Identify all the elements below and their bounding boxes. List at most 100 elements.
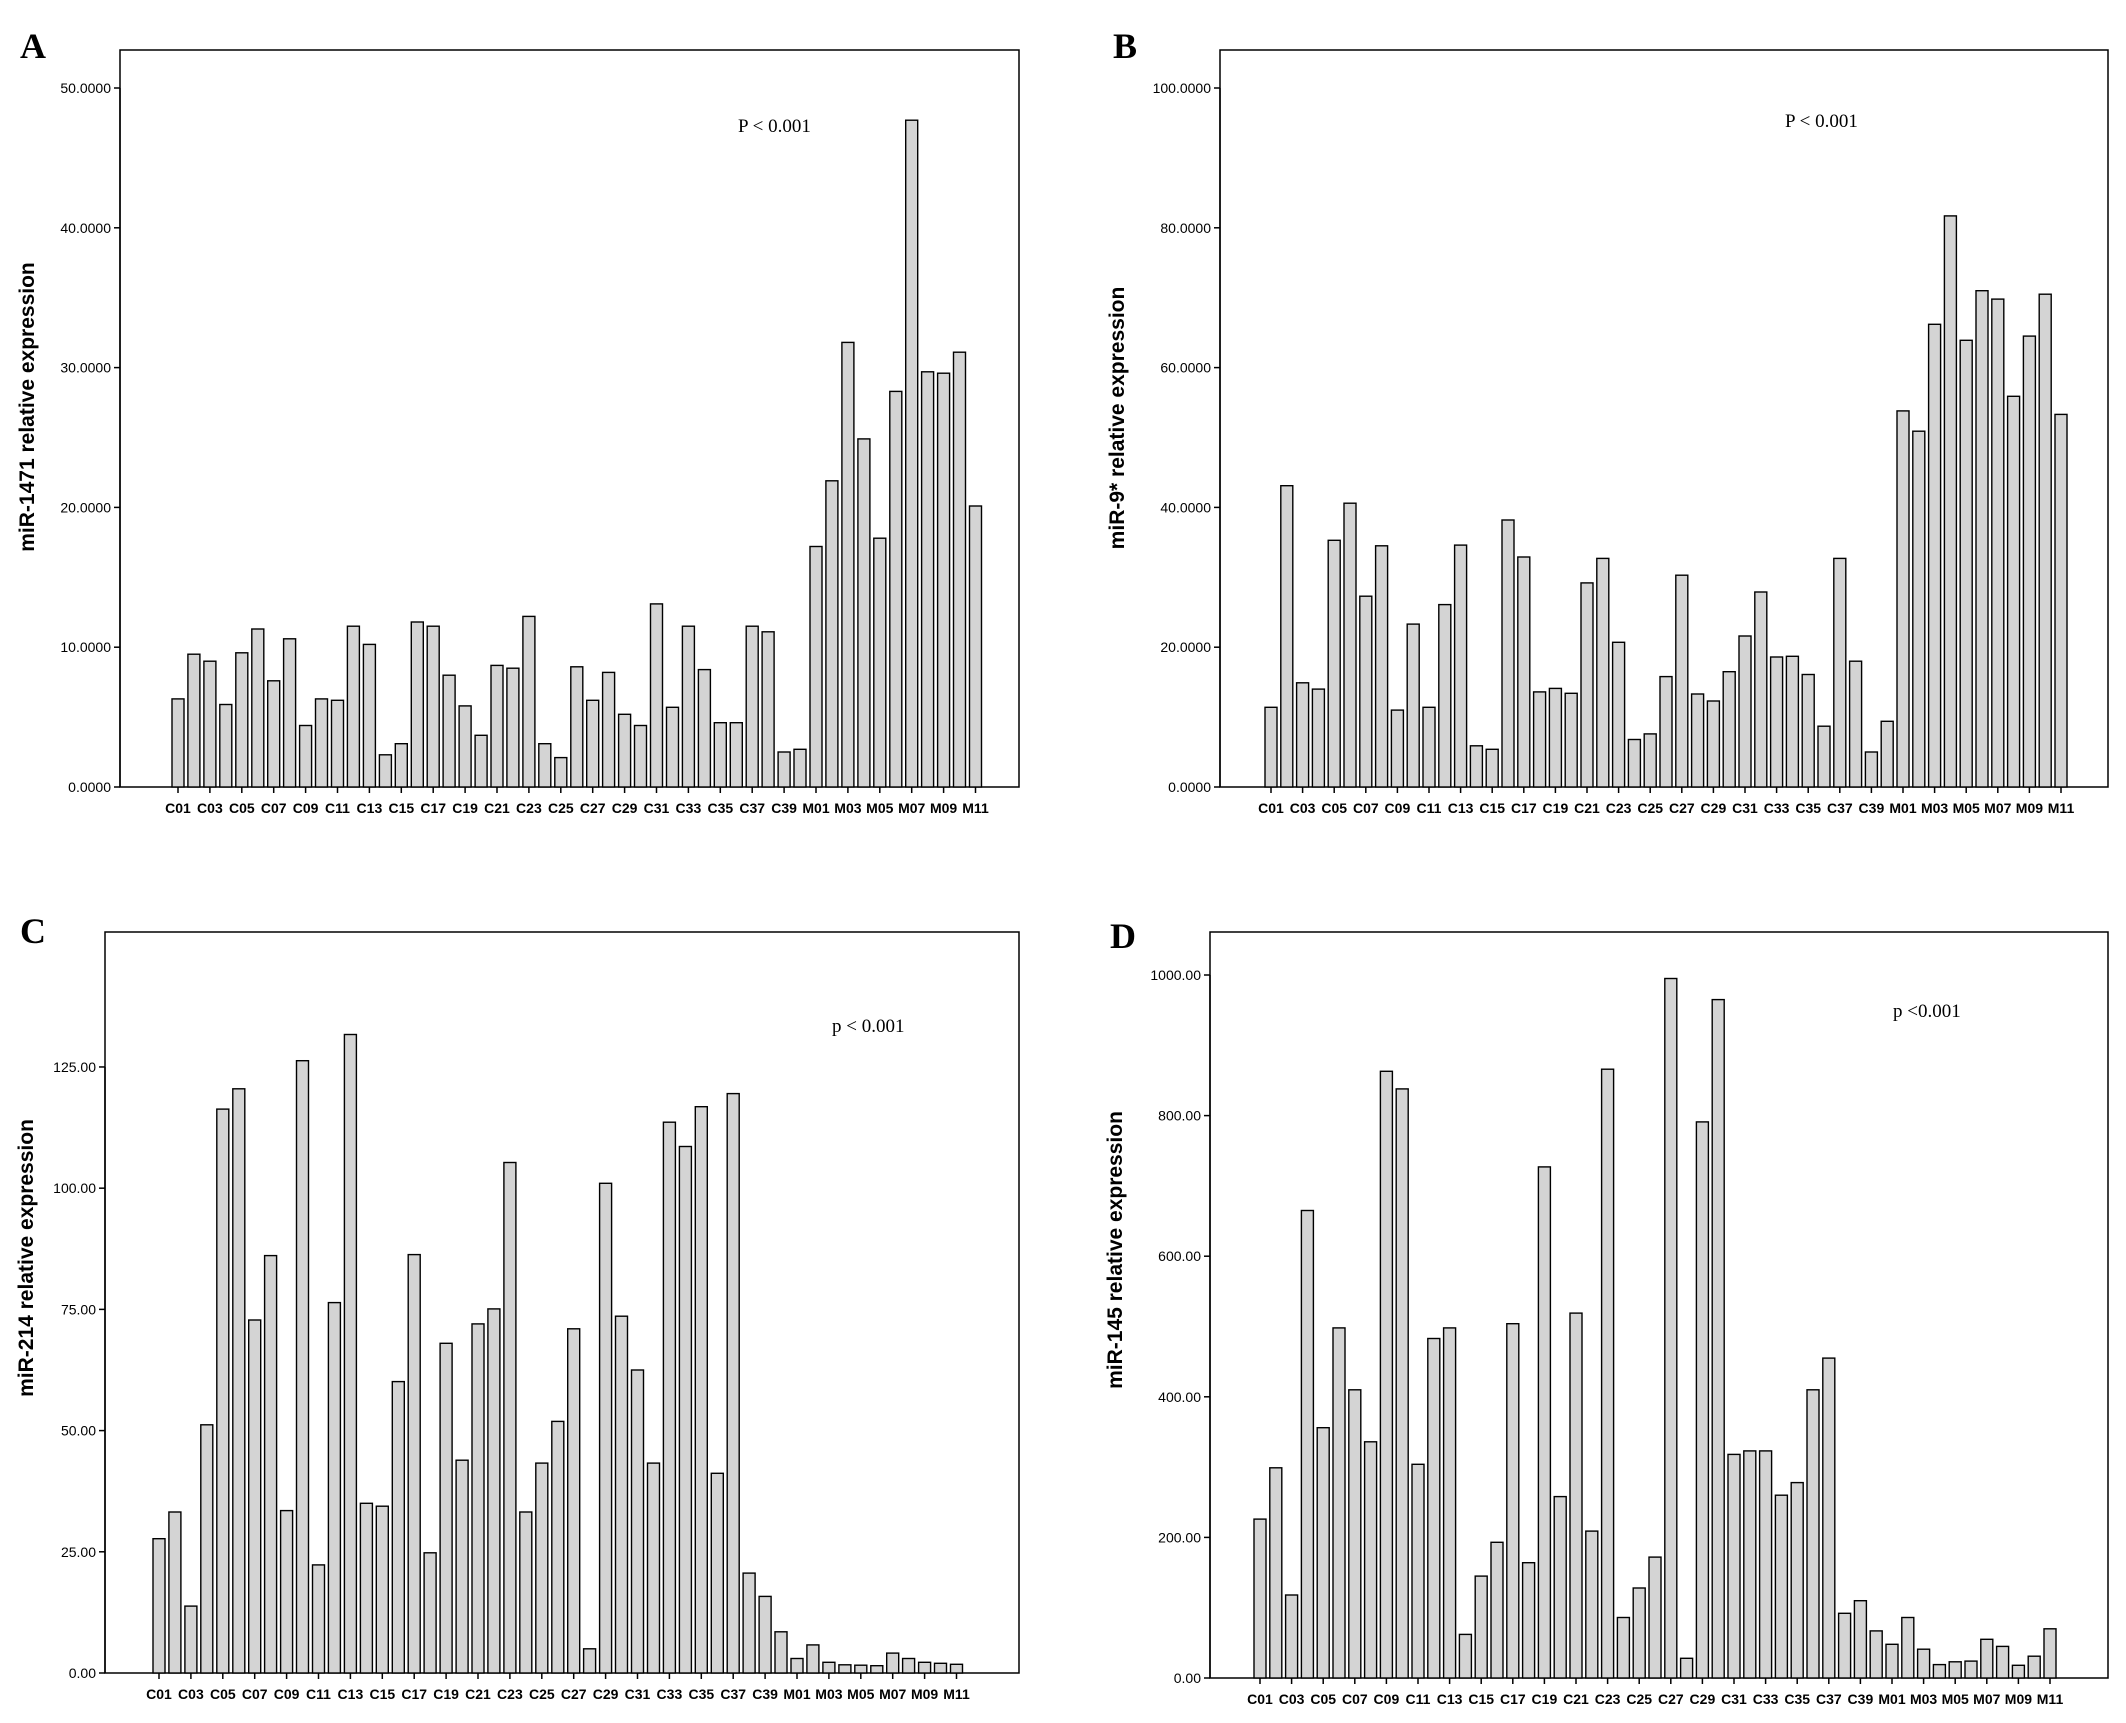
bar-C37 bbox=[745, 625, 759, 788]
bar-C18 bbox=[442, 674, 456, 788]
bar-C33 bbox=[662, 1121, 677, 1674]
x-tick-label: C39 bbox=[752, 1686, 778, 1702]
bar-C31 bbox=[1738, 635, 1752, 788]
x-tick-label: C17 bbox=[1511, 800, 1537, 816]
bar-M10 bbox=[2038, 293, 2052, 788]
bar-C35 bbox=[694, 1105, 708, 1674]
y-tick-label: 125.00 bbox=[53, 1059, 96, 1075]
y-tick-label: 50.0000 bbox=[60, 80, 111, 96]
bar-C25 bbox=[1632, 1587, 1646, 1679]
bar-C19 bbox=[1548, 687, 1563, 788]
bar-C36 bbox=[1806, 1389, 1820, 1679]
bar-C08 bbox=[282, 638, 297, 788]
x-tick-label: C39 bbox=[1859, 800, 1885, 816]
y-axis-label: miR-214 relative expression bbox=[15, 1119, 38, 1397]
bar-C10 bbox=[1395, 1088, 1409, 1679]
bar-C24 bbox=[1627, 738, 1642, 788]
x-tick-label: C05 bbox=[1310, 1691, 1336, 1707]
bars bbox=[171, 119, 983, 788]
x-tick-label: M09 bbox=[2005, 1691, 2032, 1707]
x-tick-label: C05 bbox=[210, 1686, 236, 1702]
bar-C27 bbox=[586, 699, 600, 788]
bar-C20 bbox=[1564, 692, 1578, 788]
bar-M07 bbox=[886, 1652, 900, 1674]
bar-C21 bbox=[1580, 582, 1594, 788]
bar-M06 bbox=[1964, 1660, 1978, 1679]
x-tick-label: C25 bbox=[1626, 1691, 1652, 1707]
bar-M01 bbox=[790, 1657, 804, 1674]
x-tick-label: C09 bbox=[274, 1686, 300, 1702]
x-tick-label: M07 bbox=[1973, 1691, 2000, 1707]
bar-M09 bbox=[917, 1661, 932, 1674]
bar-C09 bbox=[1390, 709, 1405, 788]
x-tick-label: C07 bbox=[1342, 1691, 1368, 1707]
x-tick-label: C39 bbox=[1848, 1691, 1874, 1707]
y-tick-label: 20.0000 bbox=[60, 499, 111, 515]
bar-C02 bbox=[1280, 485, 1294, 788]
bars bbox=[1253, 977, 2057, 1679]
x-tick-label: C15 bbox=[1479, 800, 1505, 816]
x-tick-label: M11 bbox=[2037, 1691, 2064, 1707]
axes: 0.00 200.00 400.00 600.00 800.00 1000.00 C01 C0… bbox=[1150, 931, 2109, 1707]
bar-M04 bbox=[1943, 215, 1958, 788]
y-axis-label: miR-1471 relative expression bbox=[16, 262, 39, 552]
bar-M09 bbox=[2022, 335, 2037, 788]
x-tick-label: C11 bbox=[306, 1686, 331, 1702]
bar-C20 bbox=[1553, 1495, 1567, 1679]
bar-C25 bbox=[554, 756, 568, 788]
bar-C23 bbox=[522, 615, 536, 788]
bar-C17 bbox=[1506, 1322, 1520, 1679]
bar-M03 bbox=[822, 1661, 836, 1674]
bar-C27 bbox=[1664, 977, 1678, 1679]
x-tick-label: M05 bbox=[847, 1686, 874, 1702]
bar-C37 bbox=[1833, 557, 1847, 788]
x-tick-label: C27 bbox=[1669, 800, 1695, 816]
bar-C18 bbox=[1521, 1561, 1536, 1679]
x-tick-label: C03 bbox=[1290, 800, 1316, 816]
bars bbox=[152, 1033, 964, 1674]
bar-C04 bbox=[219, 703, 233, 788]
x-tick-label: C23 bbox=[497, 1686, 523, 1702]
x-tick-label: C07 bbox=[242, 1686, 268, 1702]
x-tick-label: C19 bbox=[452, 800, 478, 816]
bar-C22 bbox=[1596, 557, 1610, 788]
panel-letter: C bbox=[20, 911, 46, 951]
x-tick-label: C35 bbox=[707, 800, 733, 816]
x-tick-label: M09 bbox=[911, 1686, 938, 1702]
bar-C10 bbox=[295, 1059, 310, 1674]
bar-C01 bbox=[152, 1537, 166, 1674]
y-tick-label: 600.00 bbox=[1158, 1248, 1201, 1264]
y-tick-label: 200.00 bbox=[1158, 1529, 1201, 1545]
bar-C17 bbox=[1517, 556, 1531, 788]
bar-C32 bbox=[1754, 591, 1768, 788]
x-tick-label: C23 bbox=[1606, 800, 1632, 816]
bar-C35 bbox=[1801, 673, 1815, 788]
x-tick-label: C37 bbox=[1827, 800, 1853, 816]
bar-C22 bbox=[506, 667, 520, 788]
x-tick-label: C37 bbox=[720, 1686, 746, 1702]
bar-M08 bbox=[920, 371, 935, 788]
bar-M10 bbox=[933, 1662, 948, 1674]
bar-C40 bbox=[1869, 1630, 1883, 1679]
bar-C13 bbox=[1442, 1327, 1457, 1679]
bar-M02 bbox=[1912, 430, 1926, 788]
bar-C04 bbox=[1300, 1209, 1315, 1679]
bar-M11 bbox=[949, 1663, 964, 1674]
x-tick-label: C21 bbox=[465, 1686, 491, 1702]
panel-letter: B bbox=[1113, 26, 1137, 66]
x-tick-label: C37 bbox=[1816, 1691, 1842, 1707]
x-tick-label: C17 bbox=[420, 800, 446, 816]
bar-C33 bbox=[1758, 1450, 1773, 1679]
bar-C31 bbox=[1727, 1453, 1741, 1679]
bar-C16 bbox=[1490, 1541, 1504, 1679]
x-tick-label: M01 bbox=[1889, 800, 1916, 816]
bar-M04 bbox=[857, 438, 871, 788]
bar-M01 bbox=[1885, 1643, 1899, 1679]
bar-C29 bbox=[598, 1182, 613, 1674]
bar-C11 bbox=[1422, 706, 1436, 788]
x-tick-label: M07 bbox=[898, 800, 925, 816]
y-tick-label: 75.00 bbox=[61, 1301, 96, 1317]
bar-C37 bbox=[1822, 1357, 1836, 1679]
x-tick-label: C31 bbox=[625, 1686, 651, 1702]
x-tick-label: C03 bbox=[197, 800, 223, 816]
